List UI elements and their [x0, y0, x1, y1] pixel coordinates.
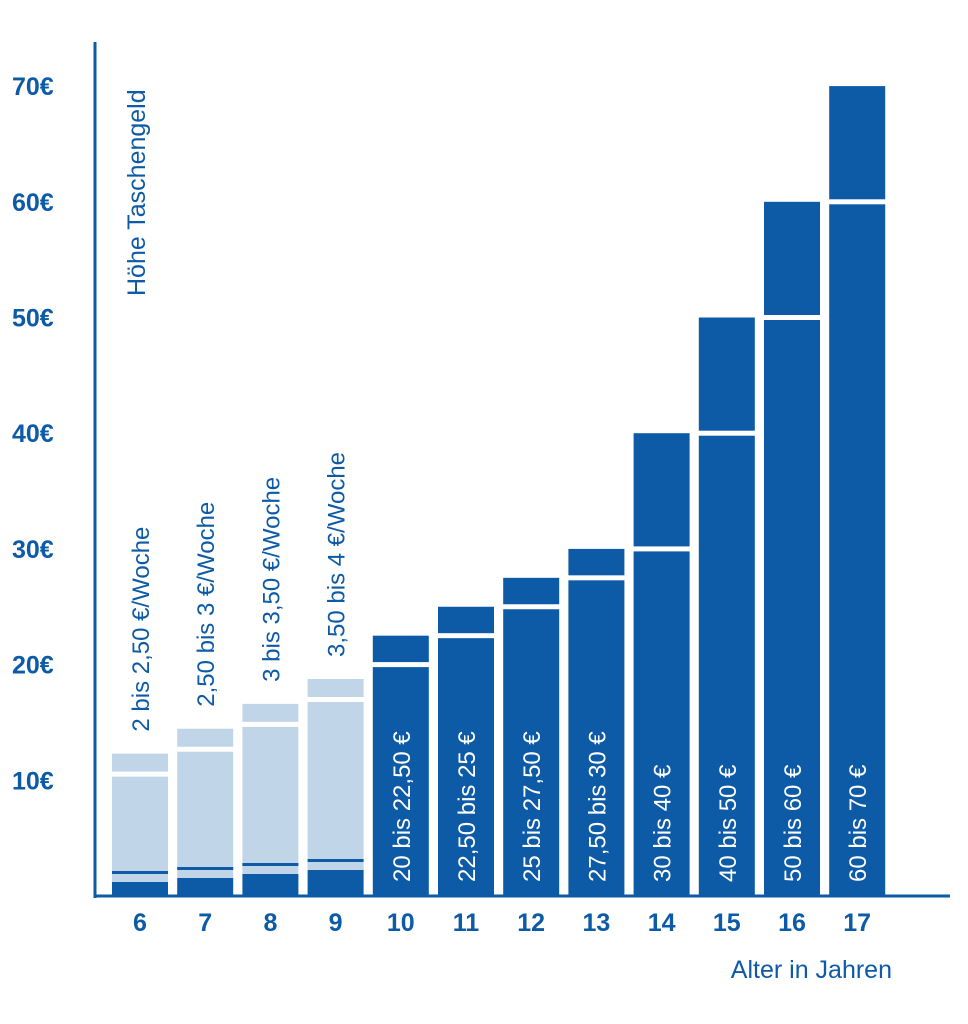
x-tick-label: 15 [713, 909, 741, 937]
month-bar-lower [633, 551, 690, 896]
month-bar-lower [372, 667, 429, 896]
y-tick-label: 20€ [12, 652, 54, 680]
month-bar-lower [503, 609, 560, 896]
y-tick-label: 60€ [12, 189, 54, 217]
month-bar-lower [698, 435, 755, 896]
month-bar-label: 30 bis 40 € [650, 764, 677, 882]
month-bar-label: 25 bis 27,50 € [519, 731, 546, 882]
y-tick-label: 40€ [12, 420, 54, 448]
month-bar-upper [372, 635, 429, 663]
week-bar-label: 3 bis 3,50 €/Woche [258, 477, 285, 682]
month-bar-upper [568, 548, 625, 576]
week-bar-marker [242, 863, 299, 866]
week-bar-base-gap [242, 866, 299, 874]
y-axis-title: Höhe Taschengeld [123, 89, 151, 296]
y-tick-label: 50€ [12, 305, 54, 333]
x-tick-label: 14 [648, 909, 676, 937]
week-bar-body [112, 776, 168, 872]
week-bar-cap [242, 703, 299, 722]
week-bar-marker [177, 867, 234, 870]
x-tick-label: 13 [582, 909, 610, 937]
week-bar-marker [112, 871, 168, 874]
week-bar-base [307, 870, 364, 896]
y-tick-label: 10€ [12, 767, 54, 795]
y-tick-label: 70€ [12, 73, 54, 101]
bars: 2 bis 2,50 €/Woche 2,50 bis 3 €/Woche 3 bi… [112, 86, 886, 897]
week-bar-cap [177, 728, 234, 747]
week-bar-label: 2 bis 2,50 €/Woche [128, 527, 155, 732]
month-bar-label: 50 bis 60 € [780, 764, 807, 882]
month-bar-upper [698, 317, 755, 431]
x-axis-title: Alter in Jahren [731, 956, 892, 984]
week-bar-label: 2,50 bis 3 €/Woche [193, 502, 220, 707]
week-bar-label: 3,50 bis 4 €/Woche [324, 452, 351, 657]
month-bar-lower [829, 204, 886, 897]
month-bar-label: 27,50 bis 30 € [584, 731, 611, 882]
month-bar-label: 60 bis 70 € [845, 764, 872, 882]
x-tick-label: 9 [329, 909, 343, 937]
month-bar-lower [438, 638, 494, 896]
week-bar-base [177, 878, 234, 896]
x-tick-label: 6 [133, 909, 147, 937]
week-bar-base-gap [177, 870, 234, 878]
x-tick-label: 11 [453, 909, 480, 937]
week-bar-base-gap [307, 862, 364, 870]
week-bar-base-gap [112, 874, 168, 882]
month-bar-upper [764, 201, 820, 315]
month-bar-upper [503, 577, 560, 605]
week-bar-cap [112, 753, 168, 772]
x-tick-label: 10 [387, 909, 415, 937]
x-tick-label: 12 [517, 909, 545, 937]
week-bar-cap [307, 678, 364, 697]
month-bar-label: 20 bis 22,50 € [389, 731, 416, 882]
x-tick-label: 8 [263, 909, 277, 937]
week-bar-base [112, 882, 168, 896]
x-tick-labels: 6 7 8 9 10 11 12 13 14 15 16 17 [133, 909, 871, 937]
month-bar-label: 40 bis 50 € [715, 764, 742, 882]
x-tick-label: 16 [778, 909, 806, 937]
week-bar-body [177, 751, 234, 871]
month-bar-label: 22,50 bis 25 € [454, 731, 481, 882]
x-tick-label: 7 [198, 909, 212, 937]
month-bar-upper [438, 606, 494, 634]
week-bar-base [242, 874, 299, 896]
week-bar-body [307, 701, 364, 869]
month-bar-lower [568, 580, 625, 896]
month-bar-upper [633, 433, 690, 547]
month-bar-upper [829, 86, 886, 200]
week-bar-body [242, 726, 299, 870]
week-bar-marker [307, 859, 364, 862]
month-bar-lower [764, 320, 820, 896]
x-tick-label: 17 [843, 909, 871, 937]
y-tick-label: 30€ [12, 536, 54, 564]
y-tick-labels: 10€ 20€ 30€ 40€ 50€ 60€ 70€ [12, 73, 54, 795]
